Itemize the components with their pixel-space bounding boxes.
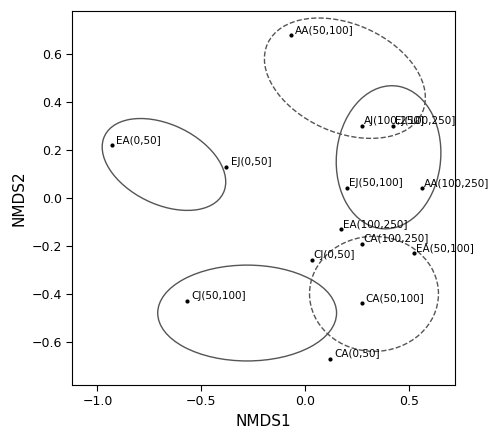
Text: EA(50,100]: EA(50,100] (416, 243, 474, 253)
Text: AJ(100,250]: AJ(100,250] (364, 116, 424, 126)
Text: AA(50,100]: AA(50,100] (295, 25, 354, 35)
Text: CJ(0,50]: CJ(0,50] (314, 250, 355, 260)
Text: EJ(50,100]: EJ(50,100] (349, 179, 403, 188)
X-axis label: NMDS1: NMDS1 (236, 414, 292, 429)
Text: CA(100,250]: CA(100,250] (364, 234, 429, 244)
Text: EJ(100,250]: EJ(100,250] (395, 116, 455, 126)
Text: EJ(0,50]: EJ(0,50] (230, 157, 271, 167)
Text: EA(100,250]: EA(100,250] (343, 219, 407, 229)
Text: AA(100,250]: AA(100,250] (424, 179, 490, 188)
Text: CJ(50,100]: CJ(50,100] (191, 291, 246, 301)
Text: EA(0,50]: EA(0,50] (116, 135, 161, 145)
Text: CA(50,100]: CA(50,100] (366, 293, 424, 304)
Text: CA(0,50]: CA(0,50] (334, 348, 380, 359)
Y-axis label: NMDS2: NMDS2 (11, 170, 26, 226)
